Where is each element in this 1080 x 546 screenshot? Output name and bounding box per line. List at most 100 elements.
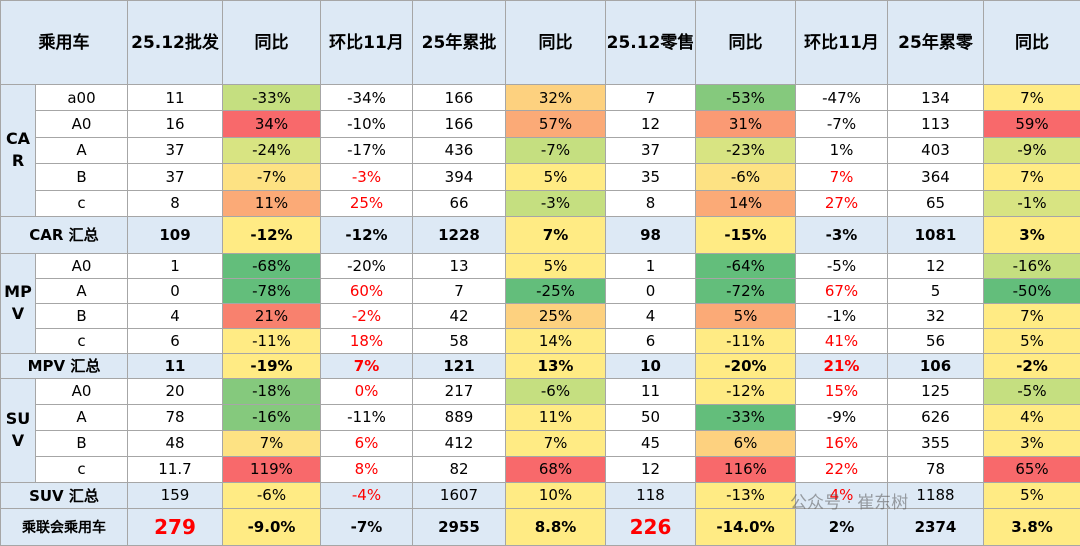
group-label: CAR — [1, 85, 36, 217]
cell: -9% — [984, 137, 1080, 163]
cell: 22% — [796, 456, 888, 482]
cell: 78 — [888, 456, 984, 482]
cell: -47% — [796, 85, 888, 111]
cell: 5% — [984, 328, 1080, 353]
cell: -2% — [984, 353, 1080, 378]
cell: 159 — [128, 482, 223, 508]
cell: -9% — [796, 404, 888, 430]
cell: 59% — [984, 111, 1080, 137]
cell: -6% — [223, 482, 321, 508]
cell: -53% — [696, 85, 796, 111]
cell: 16% — [796, 430, 888, 456]
cell: 4 — [128, 303, 223, 328]
cell: -6% — [696, 164, 796, 190]
cell: 11 — [128, 85, 223, 111]
cell: 32 — [888, 303, 984, 328]
cell: 7% — [796, 164, 888, 190]
cell: -7% — [506, 137, 606, 163]
cell: 113 — [888, 111, 984, 137]
cell: -33% — [223, 85, 321, 111]
cell: -16% — [223, 404, 321, 430]
cell: 5% — [506, 164, 606, 190]
cell: 5% — [984, 482, 1080, 508]
cell: 1% — [796, 137, 888, 163]
cell: 7 — [413, 278, 506, 303]
header-cell: 同比 — [696, 1, 796, 85]
cell: 1 — [128, 253, 223, 278]
summary-label: MPV 汇总 — [1, 353, 128, 378]
row-name: B — [36, 164, 128, 190]
cell: 6 — [128, 328, 223, 353]
cell: -5% — [796, 253, 888, 278]
row-name: A — [36, 404, 128, 430]
cell: -12% — [321, 216, 413, 253]
cell: 7 — [606, 85, 696, 111]
header-cell: 乘用车 — [1, 1, 128, 85]
cell: 8 — [606, 190, 696, 216]
cell: -20% — [321, 253, 413, 278]
header-cell: 25.12批发 — [128, 1, 223, 85]
cell: 31% — [696, 111, 796, 137]
cell: 2955 — [413, 508, 506, 545]
header-cell: 环比11月 — [796, 1, 888, 85]
row-name: a00 — [36, 85, 128, 111]
cell: 25% — [506, 303, 606, 328]
cell: 50 — [606, 404, 696, 430]
cell: 15% — [796, 378, 888, 404]
cell: -20% — [696, 353, 796, 378]
cell: -5% — [984, 378, 1080, 404]
cell: 436 — [413, 137, 506, 163]
cell: 58 — [413, 328, 506, 353]
cell: 18% — [321, 328, 413, 353]
cell: 166 — [413, 85, 506, 111]
cell: 125 — [888, 378, 984, 404]
cell: -34% — [321, 85, 413, 111]
cell: 48 — [128, 430, 223, 456]
cell: 12 — [606, 111, 696, 137]
cell: 226 — [606, 508, 696, 545]
group-label: MPV — [1, 253, 36, 353]
cell: -50% — [984, 278, 1080, 303]
cell: -14.0% — [696, 508, 796, 545]
cell: 14% — [696, 190, 796, 216]
header-cell: 同比 — [223, 1, 321, 85]
cell: 65% — [984, 456, 1080, 482]
cell: 21% — [796, 353, 888, 378]
cell: 355 — [888, 430, 984, 456]
cell: -15% — [696, 216, 796, 253]
cell: 11% — [506, 404, 606, 430]
row-name: A0 — [36, 253, 128, 278]
cell: -1% — [796, 303, 888, 328]
cell: 166 — [413, 111, 506, 137]
cell: -64% — [696, 253, 796, 278]
total-label: 乘联会乘用车 — [1, 508, 128, 545]
header-cell: 25.12零售 — [606, 1, 696, 85]
cell: 11 — [128, 353, 223, 378]
cell: 626 — [888, 404, 984, 430]
cell: 60% — [321, 278, 413, 303]
cell: 11% — [223, 190, 321, 216]
cell: 2374 — [888, 508, 984, 545]
cell: 412 — [413, 430, 506, 456]
cell: 3.8% — [984, 508, 1080, 545]
cell: 0% — [321, 378, 413, 404]
cell: 16 — [128, 111, 223, 137]
cell: 403 — [888, 137, 984, 163]
cell: 106 — [888, 353, 984, 378]
cell: 1228 — [413, 216, 506, 253]
cell: 7% — [223, 430, 321, 456]
header-cell: 25年累零 — [888, 1, 984, 85]
row-name: A — [36, 278, 128, 303]
